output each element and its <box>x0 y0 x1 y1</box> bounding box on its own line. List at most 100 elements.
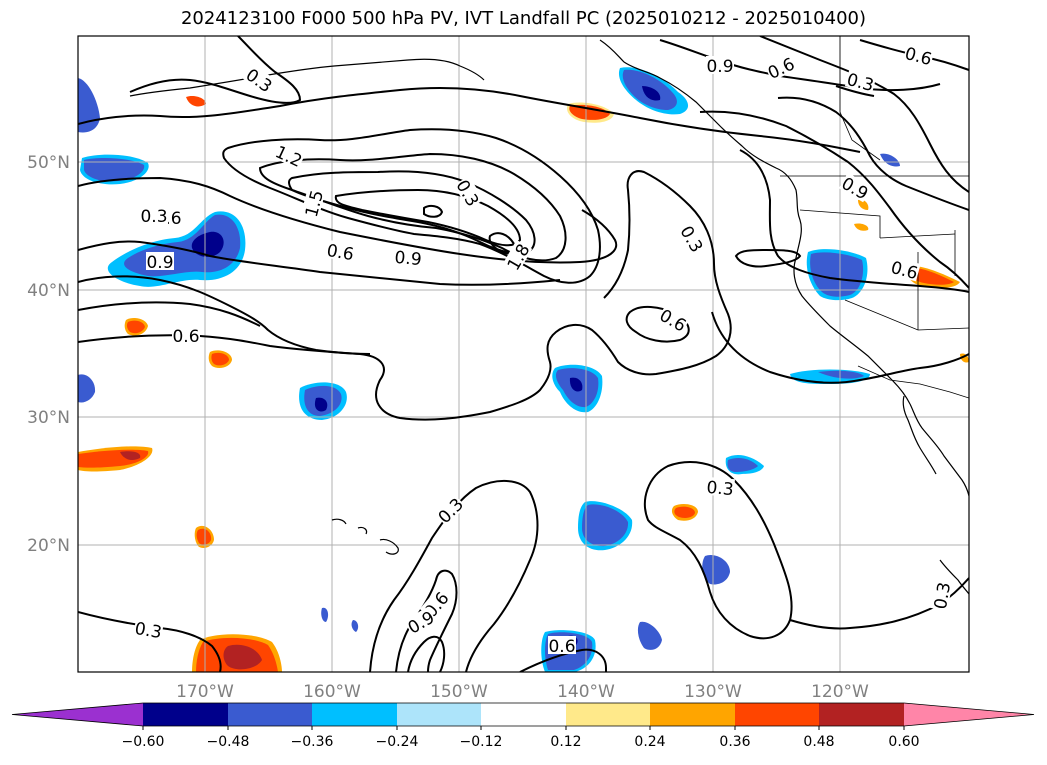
positive-anomaly <box>223 644 262 670</box>
map-area: 0.30.60.91.21.51.80.30.60.90.30.60.60.30… <box>78 36 969 672</box>
colorbar-swatch <box>819 703 904 726</box>
lon-tick: 160°W <box>303 682 361 702</box>
contour-label: 0.9 <box>706 57 733 77</box>
contour-line <box>734 249 802 268</box>
contour-label: 0.6 <box>325 241 355 265</box>
contour-label: 0.6 <box>548 637 575 657</box>
contour-label-bg <box>764 53 798 82</box>
contour-line <box>78 240 561 286</box>
contour-label-bg <box>172 326 200 344</box>
negative-anomaly <box>582 504 629 547</box>
contour-line <box>625 306 690 343</box>
contour-label-bg <box>902 42 935 68</box>
lat-tick: 20°N <box>27 536 70 556</box>
chart-title: 2024123100 F000 500 hPa PV, IVT Landfall… <box>180 8 867 29</box>
lat-tick: 40°N <box>27 281 70 301</box>
colorbar-swatch <box>312 703 397 726</box>
colorbar-swatch <box>650 703 735 726</box>
coastline-hawaii <box>331 518 399 555</box>
colorbar-tick-label: 0.36 <box>719 734 750 750</box>
colorbar-tick-label: −0.48 <box>207 734 250 750</box>
contour-label-bg <box>502 239 533 274</box>
colorbar-tick-label: 0.60 <box>888 734 919 750</box>
colorbar-swatch <box>143 703 228 726</box>
contour-label: 0.3 <box>931 581 955 611</box>
coastline-aleutians <box>129 58 485 97</box>
negative-anomaly <box>727 458 758 472</box>
negative-anomaly <box>702 554 730 585</box>
contour-line <box>78 611 222 672</box>
contour-line <box>369 480 539 672</box>
contour-label-bg <box>325 239 356 263</box>
colorbar-extend-low <box>12 703 143 726</box>
border-us-mexico <box>857 365 969 399</box>
negative-anomaly <box>78 78 100 133</box>
contour-label: 0.3 <box>242 65 276 97</box>
contour-line <box>835 85 875 97</box>
coastlines <box>129 39 969 595</box>
contour-label-bg <box>433 493 467 527</box>
contour-line <box>78 301 261 327</box>
negative-anomaly <box>191 231 224 257</box>
contour-line <box>407 635 446 672</box>
contour-line <box>759 36 969 193</box>
contour-line <box>643 461 793 640</box>
contour-label: 0.3 <box>706 478 735 500</box>
colorbar-swatch <box>228 703 312 726</box>
positive-anomaly <box>674 506 695 518</box>
longitude-ticks: 170°W 160°W 150°W 140°W 130°W 120°W <box>176 682 869 702</box>
negative-anomaly <box>810 252 864 297</box>
positive-anomaly <box>120 451 141 460</box>
contour-label: 0.6 <box>889 258 920 284</box>
negative-anomaly <box>642 86 661 101</box>
contour-line <box>659 39 941 92</box>
contour-line <box>789 577 969 630</box>
contour-label-bg <box>393 246 423 268</box>
contour-line <box>699 110 969 289</box>
lon-tick: 150°W <box>430 682 488 702</box>
contour-label: 0.3 <box>133 619 163 643</box>
colorbar-tick-label: −0.60 <box>122 734 165 750</box>
contour-label-bg <box>548 636 576 654</box>
negative-anomaly <box>321 607 329 622</box>
colorbar-tick-label: 0.12 <box>550 734 581 750</box>
coastline-alaska <box>599 39 911 405</box>
positive-anomaly <box>186 95 206 107</box>
contour-label: 0.6 <box>765 54 798 84</box>
colorbar-swatch <box>566 703 650 726</box>
contour-label-bg <box>838 172 873 203</box>
contour-line <box>129 36 302 104</box>
contour-label: 0.3 <box>845 70 876 96</box>
negative-anomaly <box>818 370 864 379</box>
contour-label-bg <box>706 56 734 74</box>
contour-label-bg <box>453 175 484 210</box>
contour-line <box>711 311 969 384</box>
colorbar-tick-label: 0.24 <box>634 734 665 750</box>
coastline-baja <box>909 403 969 497</box>
lon-tick: 120°W <box>811 682 869 702</box>
colorbar-tick-label: −0.12 <box>460 734 503 750</box>
contour-label: 1.5 <box>302 188 328 219</box>
colorbar-extend-high <box>904 703 1034 726</box>
negative-anomaly <box>84 157 145 182</box>
negative-anomaly <box>569 377 583 392</box>
coastline-baja-west <box>902 395 937 475</box>
contour-label-bg <box>403 606 438 637</box>
contour-line <box>78 170 732 421</box>
positive-anomaly <box>126 320 145 334</box>
contour-label-bg <box>146 252 174 270</box>
negative-anomaly <box>78 374 96 403</box>
border-state <box>799 209 881 238</box>
positive-anomaly <box>196 528 212 545</box>
contour-label: 0.9 <box>394 248 423 270</box>
contour-label-bg <box>656 304 691 335</box>
colorbar-tick-label: −0.24 <box>376 734 419 750</box>
colorbar-swatch <box>397 703 481 726</box>
negative-anomaly <box>351 620 359 632</box>
contour-label-bg <box>243 64 277 95</box>
contour-line <box>334 188 522 247</box>
negative-anomaly <box>637 621 662 650</box>
contour-label: 0.6 <box>656 306 689 337</box>
contour-label-bg <box>705 476 735 498</box>
border-state <box>844 299 969 331</box>
